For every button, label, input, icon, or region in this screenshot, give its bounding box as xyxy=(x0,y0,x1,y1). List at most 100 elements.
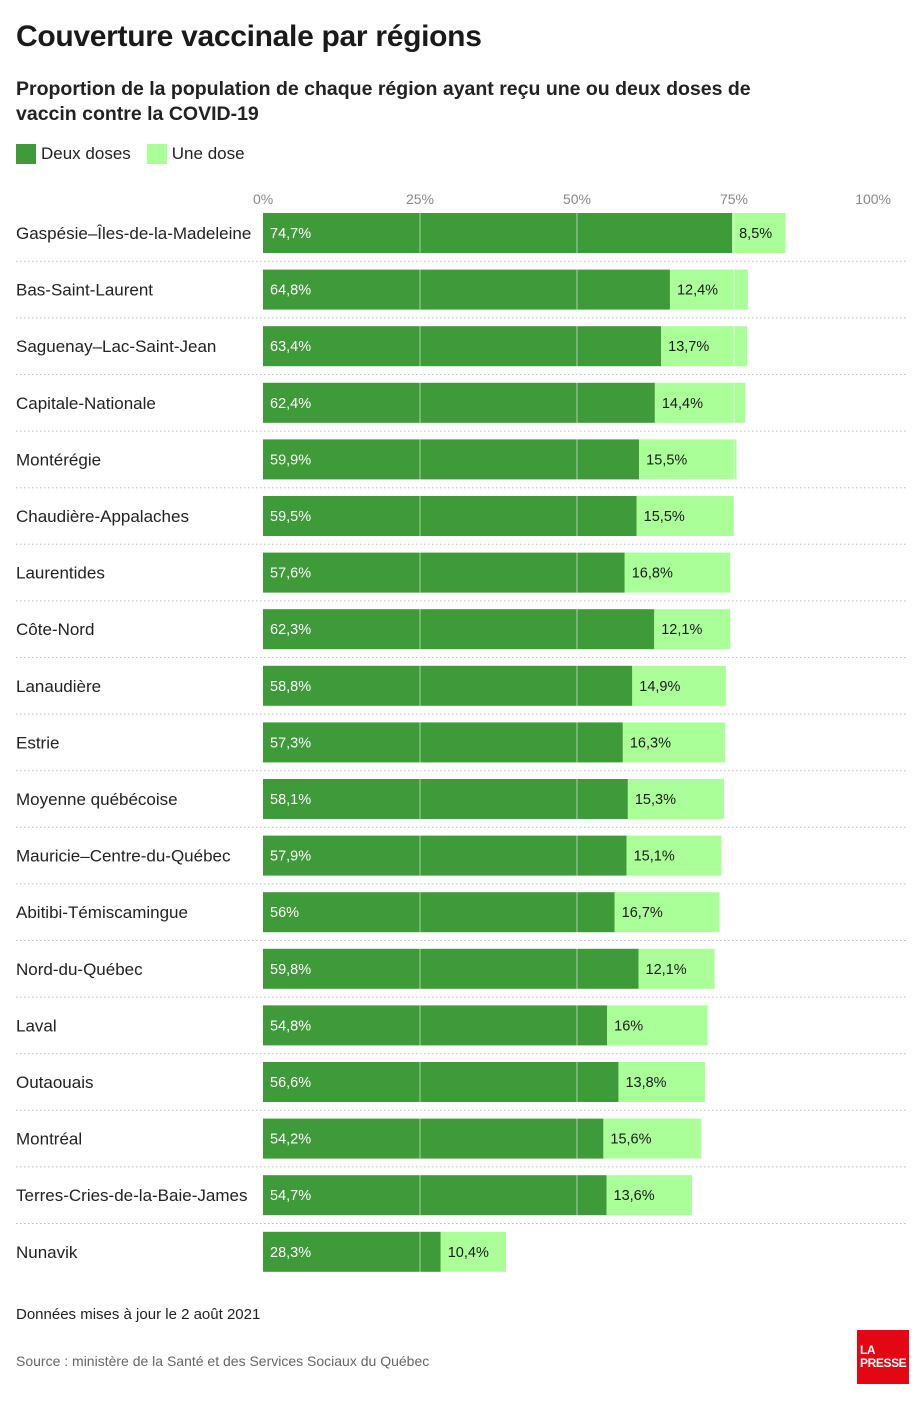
bar-une-dose xyxy=(654,609,731,650)
bar-deux-doses xyxy=(263,1118,604,1159)
legend-swatch-deux-doses xyxy=(16,144,36,164)
value-label-deux-doses: 58,8% xyxy=(270,679,311,695)
value-label-une-dose: 13,8% xyxy=(625,1075,666,1091)
bar-deux-doses xyxy=(263,779,628,819)
value-label-deux-doses: 59,8% xyxy=(270,962,311,978)
category-label: Montréal xyxy=(16,1130,82,1149)
x-tick-label: 25% xyxy=(406,191,434,207)
value-label-deux-doses: 56% xyxy=(270,905,299,921)
bar-une-dose xyxy=(639,439,737,480)
value-label-une-dose: 15,5% xyxy=(644,509,685,525)
value-label-deux-doses: 62,4% xyxy=(270,396,311,412)
category-label: Nord-du-Québec xyxy=(16,960,143,979)
bar-une-dose xyxy=(603,1118,702,1159)
category-label: Mauricie–Centre-du-Québec xyxy=(16,847,231,866)
stacked-bar-chart: 0% 25% 50% 75% 100% Gaspésie–Îles-de-la-Madel… xyxy=(16,191,908,1276)
value-label-deux-doses: 57,6% xyxy=(270,566,311,582)
bar-deux-doses xyxy=(263,948,639,989)
bar-une-dose xyxy=(661,326,748,367)
bar-une-dose xyxy=(624,552,731,593)
value-label-deux-doses: 28,3% xyxy=(270,1245,311,1261)
value-label-une-dose: 12,1% xyxy=(661,622,702,638)
value-label-deux-doses: 58,1% xyxy=(270,792,311,808)
category-label: Nunavik xyxy=(16,1243,78,1262)
bar-une-dose xyxy=(622,722,726,763)
value-label-deux-doses: 62,3% xyxy=(270,622,311,638)
bar-deux-doses xyxy=(263,892,615,933)
value-label-deux-doses: 56,6% xyxy=(270,1075,311,1091)
value-label-une-dose: 16,7% xyxy=(622,905,663,921)
source-note: Source : ministère de la Santé et des Se… xyxy=(16,1353,430,1369)
value-label-une-dose: 12,1% xyxy=(646,962,687,978)
bar-une-dose xyxy=(632,665,726,706)
bar-une-dose xyxy=(654,382,746,423)
bar-deux-doses xyxy=(263,1231,441,1272)
legend-label-deux-doses: Deux doses xyxy=(41,144,131,163)
value-label-une-dose: 14,4% xyxy=(662,396,703,412)
value-label-deux-doses: 64,8% xyxy=(270,283,311,299)
value-label-deux-doses: 59,9% xyxy=(270,452,311,468)
category-label: Laurentides xyxy=(16,564,105,583)
bar-deux-doses xyxy=(263,496,637,536)
legend-item-deux-doses: Deux doses xyxy=(16,144,131,164)
category-label: Côte-Nord xyxy=(16,620,94,639)
bar-une-dose xyxy=(626,835,722,876)
category-label: Moyenne québécoise xyxy=(16,790,178,809)
bar-une-dose xyxy=(614,892,720,933)
category-label: Saguenay–Lac-Saint-Jean xyxy=(16,337,216,356)
chart-subtitle: Proportion de la population de chaque ré… xyxy=(16,78,751,125)
bar-deux-doses xyxy=(263,1175,607,1216)
bar-une-dose xyxy=(618,1062,706,1102)
value-label-une-dose: 8,5% xyxy=(739,226,772,242)
bar-deux-doses xyxy=(263,1005,608,1046)
bar-deux-doses xyxy=(263,722,623,763)
value-label-une-dose: 16,8% xyxy=(632,566,673,582)
value-label-deux-doses: 57,9% xyxy=(270,849,311,865)
value-label-deux-doses: 54,2% xyxy=(270,1132,311,1148)
la-presse-logo: LA PRESSE xyxy=(857,1330,909,1384)
chart-title: Couverture vaccinale par régions xyxy=(16,20,482,53)
bar-une-dose xyxy=(627,779,724,819)
category-label: Chaudière-Appalaches xyxy=(16,507,189,526)
x-tick-label: 100% xyxy=(855,191,891,207)
bar-deux-doses xyxy=(263,552,625,593)
legend-item-une-dose: Une dose xyxy=(146,144,245,164)
value-label-une-dose: 13,6% xyxy=(614,1188,655,1204)
bar-une-dose xyxy=(607,1005,708,1046)
value-label-deux-doses: 57,3% xyxy=(270,735,311,751)
value-label-deux-doses: 54,8% xyxy=(270,1018,311,1034)
bar-une-dose xyxy=(669,269,748,310)
bar-une-dose xyxy=(638,948,715,989)
value-label-une-dose: 15,3% xyxy=(635,792,676,808)
legend-label-une-dose: Une dose xyxy=(171,144,245,163)
value-label-une-dose: 15,1% xyxy=(634,849,675,865)
value-label-deux-doses: 59,5% xyxy=(270,509,311,525)
legend: Deux doses Une dose xyxy=(16,144,261,164)
category-label: Abitibi-Témiscamingue xyxy=(16,903,188,922)
bar-une-dose xyxy=(440,1231,507,1272)
category-label: Outaouais xyxy=(16,1073,94,1092)
bar-une-dose xyxy=(636,496,734,536)
category-label: Lanaudière xyxy=(16,677,101,696)
bar-deux-doses xyxy=(263,439,640,480)
bar-une-dose xyxy=(732,213,786,253)
bar-deux-doses xyxy=(263,213,733,253)
category-label: Gaspésie–Îles-de-la-Madeleine xyxy=(16,224,251,243)
legend-swatch-une-dose xyxy=(146,144,167,164)
bar-une-dose xyxy=(606,1175,692,1216)
x-tick-label: 0% xyxy=(253,191,273,207)
bar-deux-doses xyxy=(263,382,655,423)
value-label-deux-doses: 74,7% xyxy=(270,226,311,242)
category-label: Capitale-Nationale xyxy=(16,394,156,413)
bar-deux-doses xyxy=(263,269,670,310)
bar-deux-doses xyxy=(263,665,633,706)
value-label-une-dose: 10,4% xyxy=(448,1245,489,1261)
bar-deux-doses xyxy=(263,609,655,650)
x-tick-label: 50% xyxy=(563,191,591,207)
value-label-une-dose: 16,3% xyxy=(630,735,671,751)
value-label-une-dose: 15,5% xyxy=(646,452,687,468)
bar-deux-doses xyxy=(263,326,662,367)
value-label-deux-doses: 54,7% xyxy=(270,1188,311,1204)
category-label: Montérégie xyxy=(16,450,101,469)
footnote: Données mises à jour le 2 août 2021 xyxy=(16,1306,261,1323)
